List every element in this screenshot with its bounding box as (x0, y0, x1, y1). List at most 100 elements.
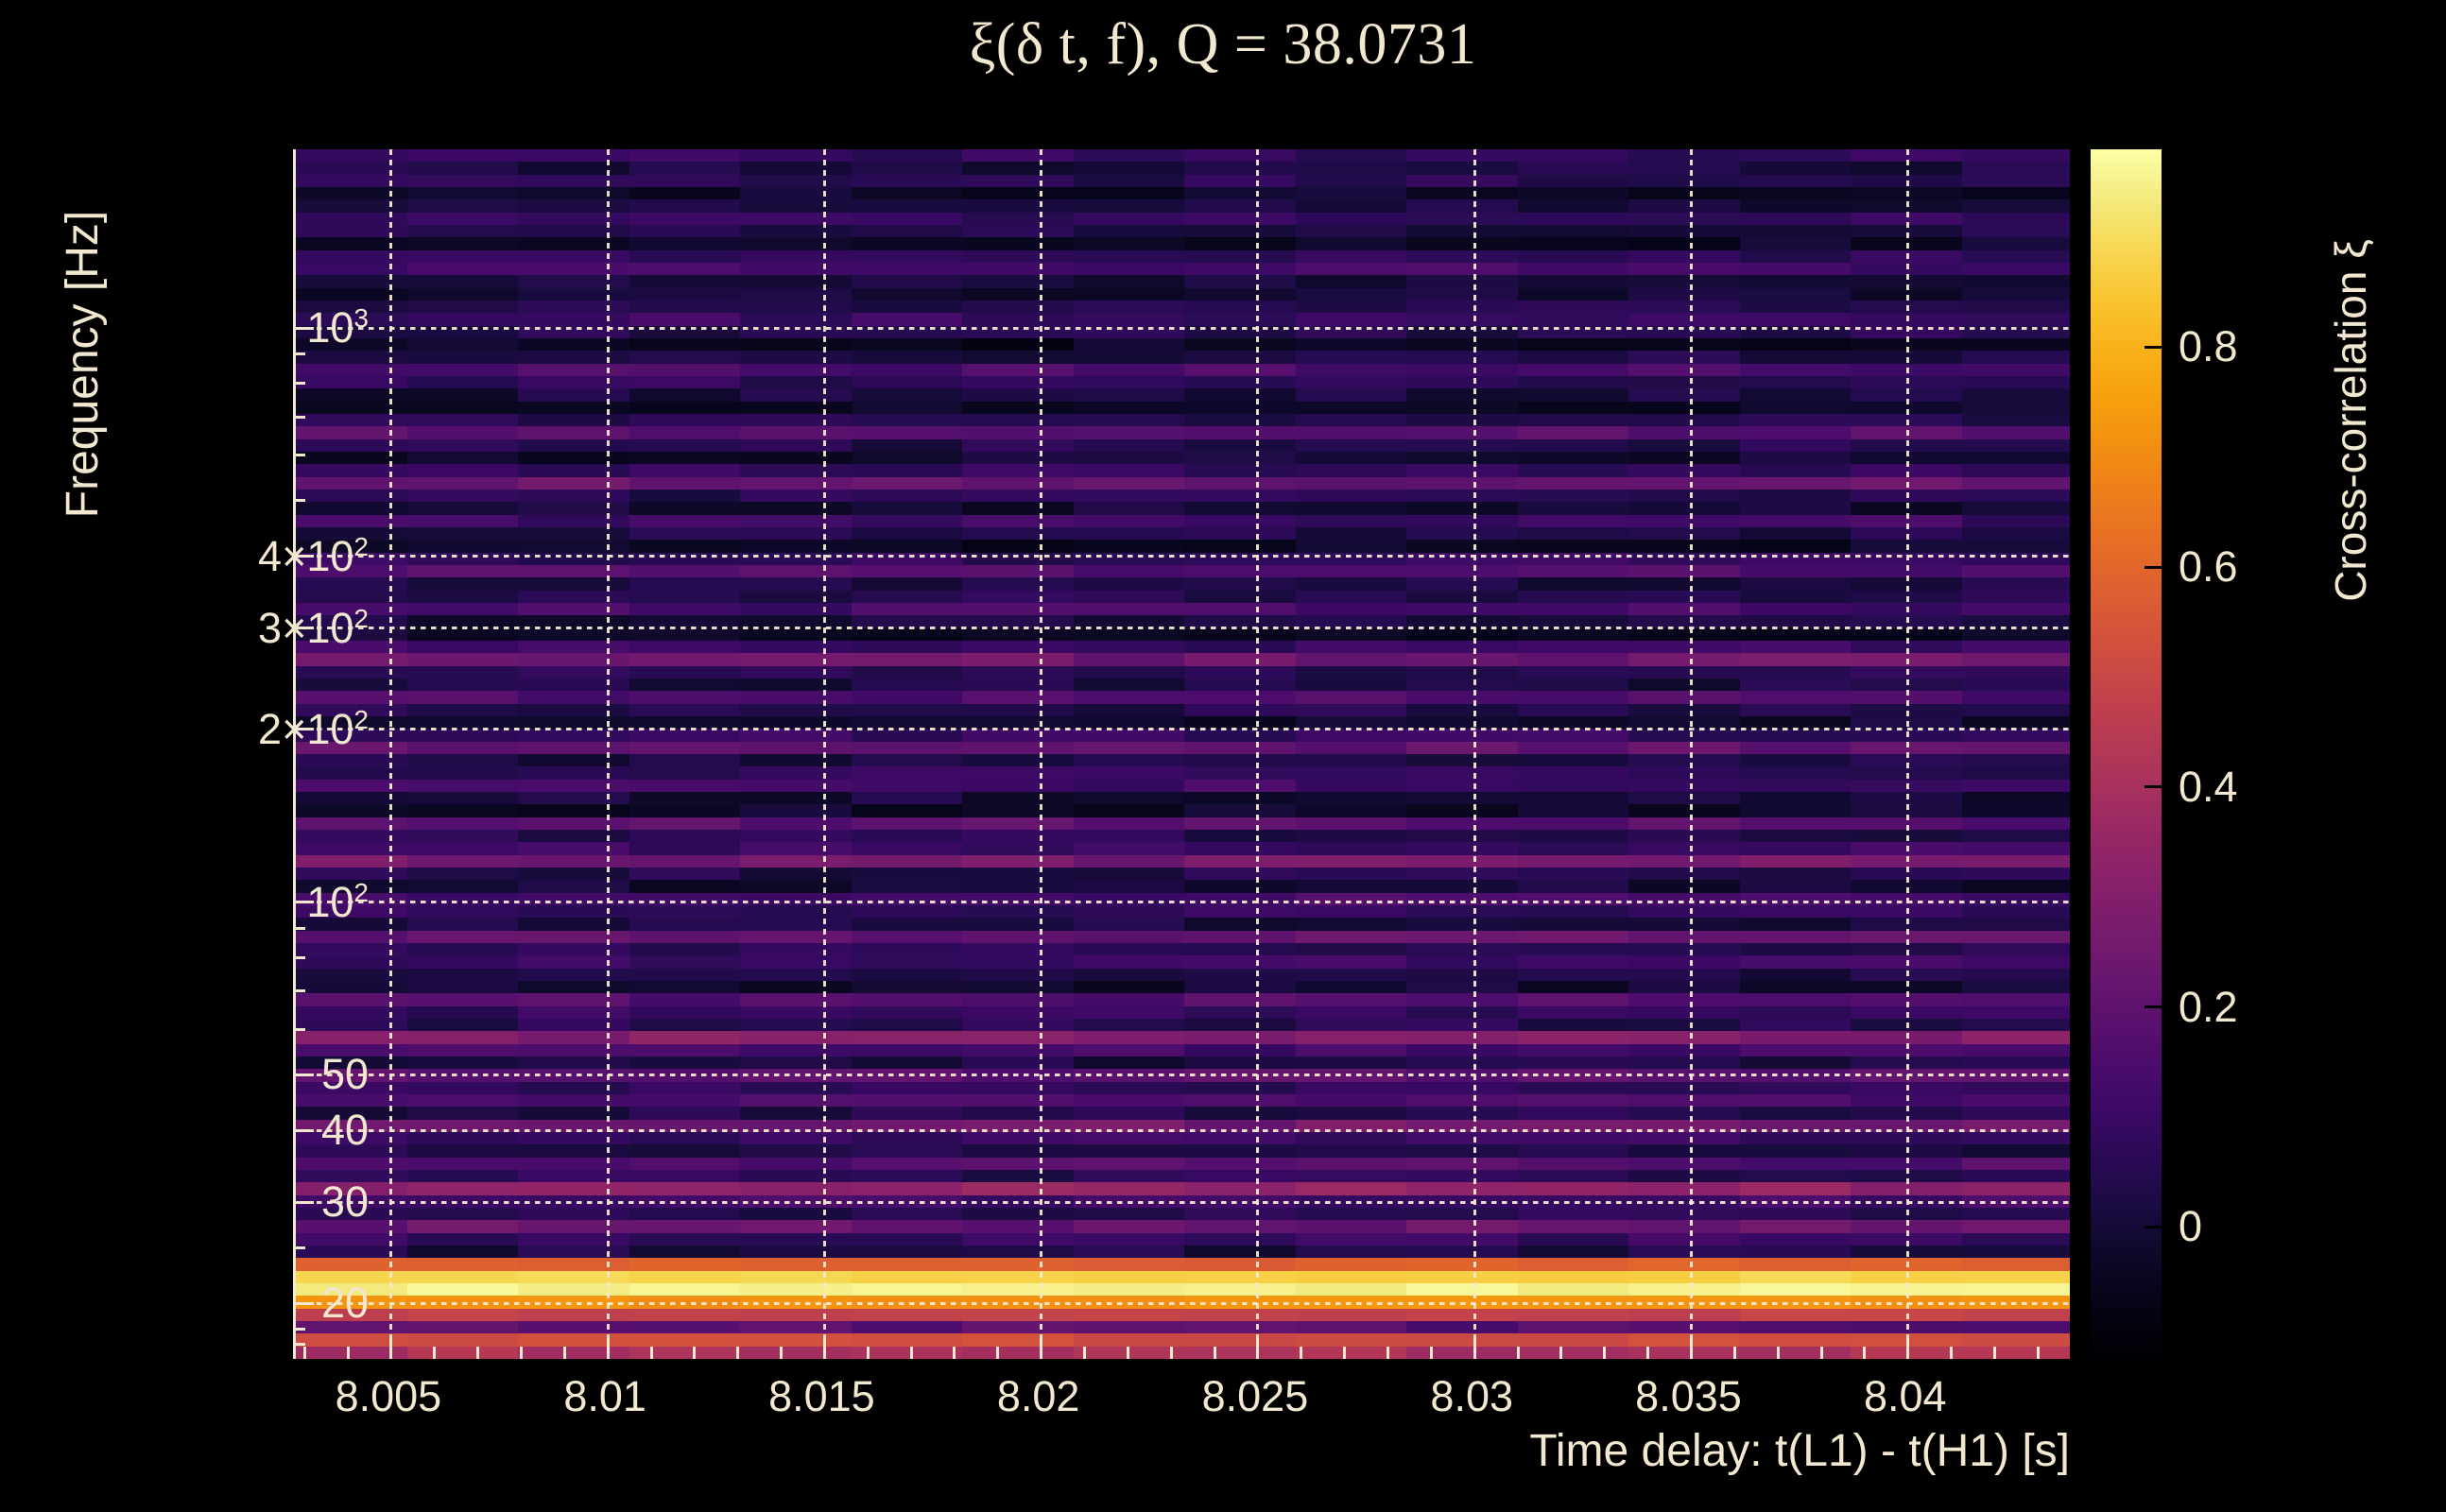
heatmap-cell (296, 249, 408, 264)
heatmap-cell (1295, 905, 1407, 919)
heatmap-row (296, 212, 2070, 226)
heatmap-cell (406, 249, 519, 264)
heatmap-cell (1961, 1270, 2070, 1284)
heatmap-cell (851, 464, 963, 478)
heatmap-cell (1851, 490, 1963, 504)
heatmap-cell (740, 691, 853, 705)
heatmap-cell (1295, 199, 1407, 214)
heatmap-cell (629, 1031, 741, 1045)
heatmap-cell (406, 162, 519, 176)
heatmap-cell (962, 1308, 1075, 1322)
colorbar-tick-mark (2145, 345, 2162, 349)
heatmap-cell (629, 237, 741, 251)
heatmap-cell (962, 1333, 1075, 1348)
heatmap-cell (1295, 955, 1407, 970)
heatmap-cell (296, 464, 408, 478)
heatmap-cell (851, 1069, 963, 1083)
heatmap-cell (1739, 452, 1852, 466)
heatmap-cell (1628, 476, 1741, 490)
heatmap-cell (1073, 1094, 1185, 1108)
heatmap-cell (1517, 1119, 1629, 1133)
heatmap-cell (296, 868, 408, 882)
heatmap-row (296, 351, 2070, 365)
heatmap-cell (1073, 199, 1185, 214)
heatmap-cell (1295, 1194, 1407, 1209)
heatmap-cell (1184, 703, 1297, 717)
heatmap-cell (406, 565, 519, 579)
heatmap-cell (1851, 577, 1963, 592)
heatmap-cell (1295, 1069, 1407, 1083)
heatmap-cell (962, 981, 1075, 995)
heatmap-cell (962, 703, 1075, 717)
heatmap-cell (740, 880, 853, 894)
x-tick-mark-minor (693, 1347, 697, 1359)
heatmap-cell (406, 1157, 519, 1171)
heatmap-cell (1961, 779, 2070, 793)
heatmap-cell (629, 792, 741, 806)
heatmap-cell (1851, 527, 1963, 541)
heatmap-cell (1961, 981, 2070, 995)
heatmap-cell (1295, 414, 1407, 428)
x-tick-mark-minor (1169, 1347, 1173, 1359)
heatmap-cell (518, 1194, 630, 1209)
heatmap-row (296, 565, 2070, 579)
heatmap-cell (1073, 502, 1185, 516)
heatmap-cell (518, 716, 630, 730)
y-tick-mark-minor (293, 454, 305, 457)
heatmap-cell (1073, 388, 1185, 403)
heatmap-cell (1073, 603, 1185, 617)
heatmap-cell (740, 1232, 853, 1246)
heatmap-cell (740, 527, 853, 541)
heatmap-cell (1184, 212, 1297, 226)
y-tick-mark (293, 728, 314, 731)
heatmap-cell (406, 716, 519, 730)
heatmap-cell (1406, 199, 1519, 214)
heatmap-cell (962, 388, 1075, 403)
heatmap-cell (1851, 1157, 1963, 1171)
heatmap-cell (629, 162, 741, 176)
heatmap-cell (629, 1094, 741, 1108)
heatmap-cell (1961, 943, 2070, 957)
heatmap-cell (1517, 338, 1629, 352)
heatmap-cell (1628, 540, 1741, 554)
heatmap-cell (1406, 1321, 1519, 1335)
heatmap-cell (1073, 779, 1185, 793)
heatmap-cell (406, 981, 519, 995)
heatmap-row (296, 1258, 2070, 1272)
heatmap-cell (1295, 842, 1407, 856)
heatmap-cell (851, 363, 963, 377)
heatmap-cell (1073, 1019, 1185, 1033)
heatmap-cell (1739, 401, 1852, 415)
heatmap-cell (962, 325, 1075, 339)
heatmap-cell (851, 225, 963, 239)
heatmap-cell (962, 1043, 1075, 1057)
heatmap-cell (1517, 426, 1629, 440)
heatmap-cell (1406, 918, 1519, 932)
heatmap-cell (1739, 1057, 1852, 1071)
heatmap-cell (1739, 1144, 1852, 1159)
heatmap-cell (406, 1283, 519, 1297)
heatmap-cell (962, 615, 1075, 629)
heatmap-cell (851, 249, 963, 264)
heatmap-cell (1517, 665, 1629, 679)
heatmap-cell (851, 1321, 963, 1335)
heatmap-cell (1739, 603, 1852, 617)
heatmap-cell (740, 225, 853, 239)
heatmap-cell (1961, 263, 2070, 277)
heatmap-cell (1184, 968, 1297, 982)
heatmap-cell (1073, 376, 1185, 390)
heatmap-cell (740, 868, 853, 882)
heatmap-cell (406, 502, 519, 516)
heatmap-cell (1295, 1057, 1407, 1071)
heatmap-row (296, 527, 2070, 541)
heatmap-cell (1073, 1220, 1185, 1234)
heatmap-cell (1851, 1069, 1963, 1083)
heatmap-cell (1739, 162, 1852, 176)
heatmap-cell (1739, 1321, 1852, 1335)
heatmap-cell (1406, 1019, 1519, 1033)
heatmap-cell (1295, 187, 1407, 201)
heatmap-row (296, 1296, 2070, 1310)
heatmap-cell (1184, 943, 1297, 957)
heatmap-cell (1517, 981, 1629, 995)
heatmap-cell (1628, 1081, 1741, 1095)
